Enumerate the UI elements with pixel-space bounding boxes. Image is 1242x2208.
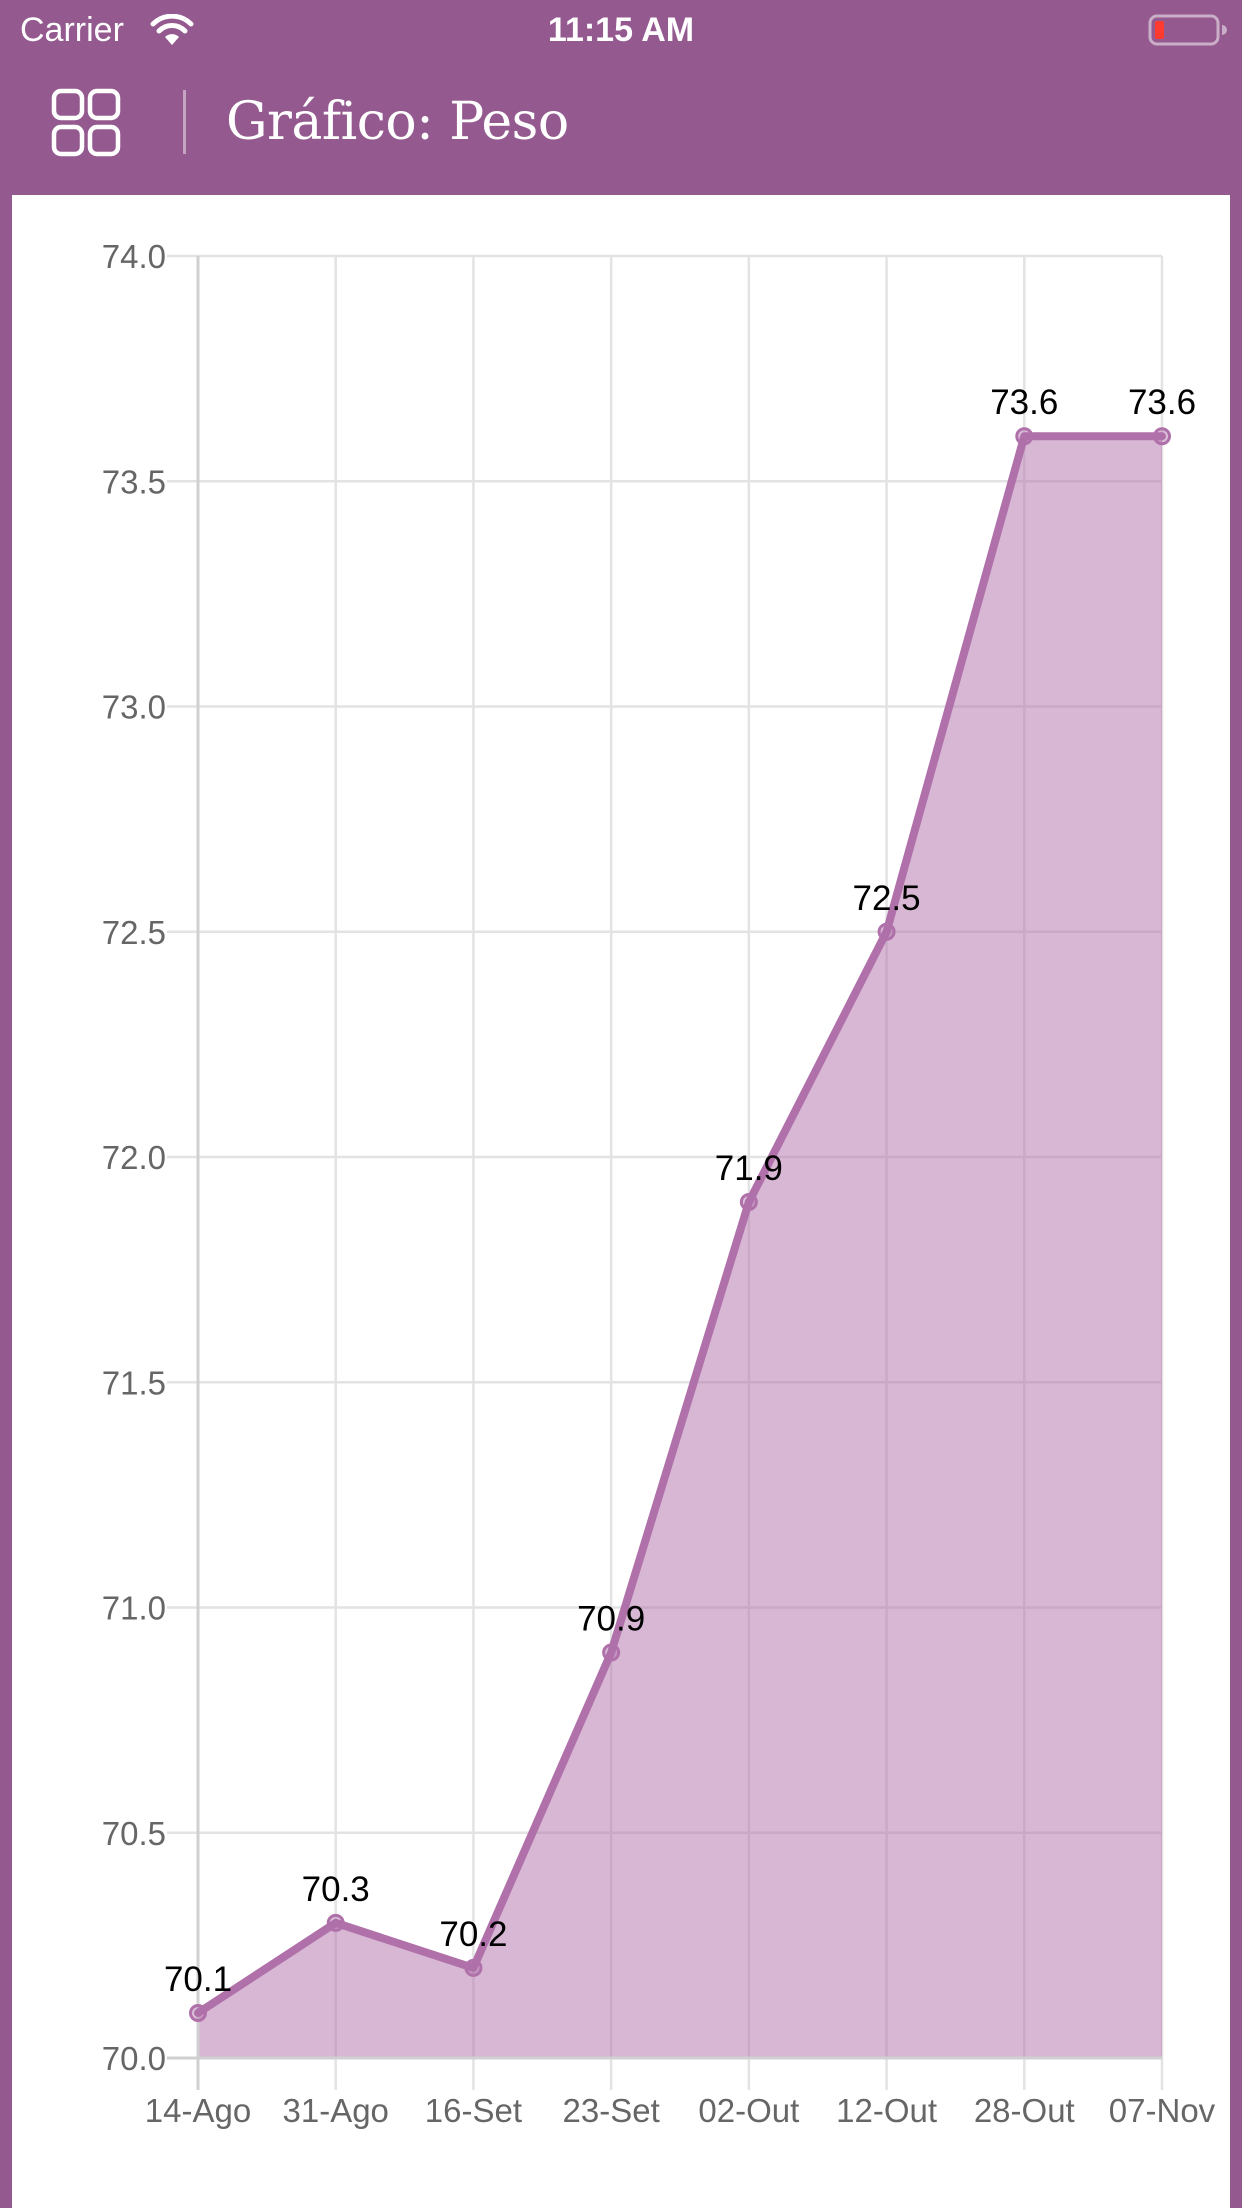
x-tick-label: 12-Out [836, 2092, 937, 2129]
data-point[interactable] [739, 1193, 758, 1212]
x-tick-label: 31-Ago [283, 2092, 389, 2129]
y-tick-label: 70.5 [102, 1815, 166, 1852]
x-axis-labels: 14-Ago 31-Ago 16-Set 23-Set 02-Out 12-Out 28-O… [145, 2092, 1216, 2129]
data-label: 72.5 [853, 879, 921, 918]
data-point[interactable] [326, 1913, 345, 1932]
data-labels: 70.1 70.3 70.2 70.9 71.9 72.5 73.6 73.6 [164, 383, 1196, 1999]
data-point[interactable] [877, 922, 896, 941]
y-tick-label: 74.0 [102, 238, 166, 275]
status-bar: Carrier 11:15 AM [0, 0, 1242, 62]
page-title: Gráfico: Peso [226, 92, 569, 152]
y-tick-label: 72.5 [102, 914, 166, 951]
data-label: 70.1 [164, 1960, 232, 1999]
x-tick-label: 14-Ago [145, 2092, 251, 2129]
data-label: 71.9 [715, 1149, 783, 1188]
y-axis-labels: 74.0 73.5 73.0 72.5 72.0 71.5 71.0 70.5 70.0 [102, 238, 166, 2077]
nav-bar: Gráfico: Peso [0, 62, 1242, 195]
y-tick-label: 72.0 [102, 1139, 166, 1176]
area-fill [198, 436, 1162, 2059]
y-tick-label: 71.5 [102, 1364, 166, 1401]
x-tick-label: 02-Out [698, 2092, 799, 2129]
x-tick-label: 23-Set [563, 2092, 660, 2129]
chart-panel: 74.0 73.5 73.0 72.5 72.0 71.5 71.0 70.5 70.0 14-… [12, 195, 1230, 2208]
battery-low-icon [1148, 14, 1227, 46]
series-line [194, 432, 1166, 2017]
grid-icon[interactable] [50, 88, 122, 158]
x-tick-label: 07-Nov [1109, 2092, 1216, 2129]
y-tick-label: 73.5 [102, 463, 166, 500]
data-points [189, 427, 1171, 2022]
carrier-label: Carrier [20, 11, 124, 49]
data-line [194, 432, 1166, 2017]
data-point[interactable] [189, 2003, 207, 2022]
data-label: 70.3 [302, 1870, 370, 1909]
wifi-icon [150, 14, 194, 45]
data-label: 73.6 [990, 383, 1058, 422]
data-label: 73.6 [1128, 383, 1196, 422]
status-time: 11:15 AM [547, 11, 695, 49]
y-tick-label: 71.0 [102, 1590, 166, 1627]
y-tick-label: 73.0 [102, 689, 166, 726]
weight-line-chart: 74.0 73.5 73.0 72.5 72.0 71.5 71.0 70.5 70.0 14-… [102, 238, 1216, 2129]
axes [167, 256, 1162, 2090]
x-tick-label: 28-Out [974, 2092, 1075, 2129]
x-tick-label: 16-Set [425, 2092, 522, 2129]
area-shape [198, 436, 1162, 2059]
data-label: 70.9 [577, 1600, 645, 1639]
y-tick-label: 70.0 [102, 2040, 166, 2077]
data-point[interactable] [1153, 427, 1171, 446]
nav-divider [183, 90, 186, 154]
data-point[interactable] [464, 1958, 483, 1977]
data-label: 70.2 [439, 1915, 507, 1954]
data-point[interactable] [1015, 427, 1034, 446]
data-point[interactable] [602, 1643, 621, 1662]
